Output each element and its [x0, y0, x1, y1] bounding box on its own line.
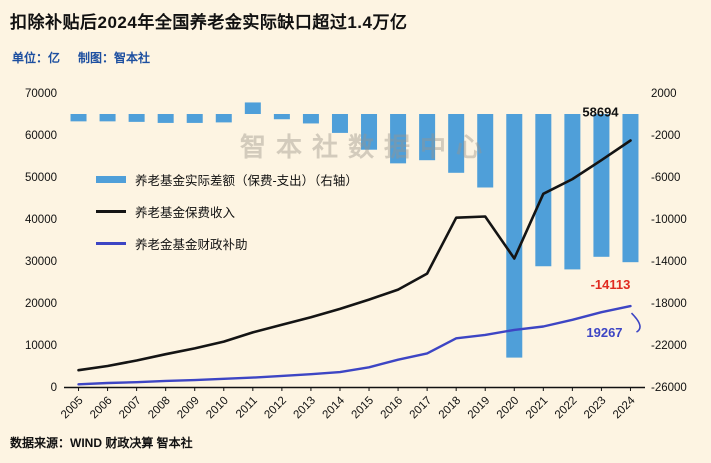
x-axis-label-2010: 2010	[204, 395, 231, 422]
legend-swatch-line-icon	[96, 210, 126, 213]
x-axis-label-2009: 2009	[175, 395, 202, 422]
fiscal-subsidy-line	[77, 304, 632, 386]
left-axis-tick-10000: 10000	[25, 340, 57, 352]
annotation--14113: -14113	[591, 277, 631, 292]
credit-label: 制图：智本社	[78, 51, 151, 65]
x-axis-label-2023: 2023	[582, 395, 609, 422]
left-axis-tick-50000: 50000	[25, 172, 57, 184]
chart-subtitle: 单位：亿 制图：智本社	[12, 49, 168, 66]
right-axis-tick--6000: -6000	[651, 172, 680, 184]
deficit-bar-2021	[535, 114, 552, 267]
deficit-bar-2014	[331, 114, 348, 133]
deficit-bar-2010	[215, 114, 232, 123]
deficit-bar-2017	[419, 114, 436, 161]
legend-item-1: 养老基金保费收入	[96, 202, 358, 221]
chart-legend: 养老基金实际差额（保费-支出）（右轴） 养老基金保费收入 养老金基金财政补助	[96, 170, 358, 266]
legend-label: 养老基金保费收入	[135, 206, 236, 220]
x-axis-label-2021: 2021	[524, 395, 551, 422]
left-axis-tick-30000: 30000	[25, 256, 57, 268]
deficit-bar-2018	[448, 114, 465, 173]
deficit-bar-2019	[477, 114, 494, 188]
deficit-bar-2012	[273, 114, 290, 120]
deficit-bar-2013	[302, 114, 319, 124]
right-axis-tick-2000: 2000	[651, 88, 677, 100]
annotation-58694: 58694	[582, 104, 619, 119]
deficit-bar-2023	[593, 114, 610, 257]
x-axis-label-2006: 2006	[88, 395, 115, 422]
deficit-bar-2011	[244, 102, 261, 114]
x-axis-label-2005: 2005	[59, 395, 86, 422]
unit-label: 单位：亿	[12, 51, 61, 65]
deficit-bar-2015	[361, 114, 378, 150]
deficit-bar-2008	[157, 114, 174, 123]
x-axis-label-2019: 2019	[466, 395, 493, 422]
x-axis-label-2024: 2024	[611, 394, 638, 421]
deficit-bar-2009	[186, 114, 203, 123]
right-axis-tick--2000: -2000	[651, 130, 680, 142]
x-axis-label-2017: 2017	[408, 395, 435, 422]
right-axis-tick--22000: -22000	[651, 340, 687, 352]
x-axis-label-2013: 2013	[291, 395, 318, 422]
left-axis-tick-20000: 20000	[25, 298, 57, 310]
premium-income-line	[77, 139, 632, 372]
x-axis-label-2012: 2012	[262, 395, 289, 422]
left-axis-tick-70000: 70000	[25, 88, 57, 100]
left-axis-tick-40000: 40000	[25, 214, 57, 226]
legend-item-0: 养老基金实际差额（保费-支出）（右轴）	[96, 170, 358, 189]
x-axis-label-2015: 2015	[350, 395, 377, 422]
data-source: 数据来源：WIND 财政决算 智本社	[10, 436, 193, 450]
page-title: 扣除补贴后2024年全国养老金实际缺口超过1.4万亿	[10, 13, 408, 32]
deficit-bar-2006	[99, 114, 116, 122]
x-axis-label-2016: 2016	[379, 395, 406, 422]
annotation-pointer-curve	[630, 312, 641, 333]
x-axis-label-2020: 2020	[495, 395, 522, 422]
deficit-bar-2020	[506, 114, 523, 358]
legend-swatch-bar-icon	[96, 176, 126, 183]
annotation-19267: 19267	[586, 325, 622, 340]
right-axis-tick--10000: -10000	[651, 214, 687, 226]
legend-swatch-line-icon	[96, 242, 126, 245]
legend-label: 养老基金实际差额（保费-支出）（右轴）	[135, 174, 358, 188]
x-axis-label-2014: 2014	[321, 394, 348, 421]
deficit-bar-2024	[622, 114, 639, 263]
x-axis-label-2022: 2022	[553, 395, 580, 422]
left-axis-tick-60000: 60000	[25, 130, 57, 142]
x-axis-label-2008: 2008	[146, 395, 173, 422]
right-axis-tick--18000: -18000	[651, 298, 687, 310]
deficit-bar-2022	[564, 114, 581, 270]
left-axis-tick-0: 0	[51, 382, 57, 394]
right-axis-tick--26000: -26000	[651, 382, 687, 394]
x-axis-label-2007: 2007	[117, 395, 144, 422]
deficit-bar-2005	[70, 114, 87, 122]
legend-item-2: 养老金基金财政补助	[96, 234, 358, 253]
deficit-bar-2016	[390, 114, 407, 164]
x-axis-label-2018: 2018	[437, 395, 464, 422]
right-axis-tick--14000: -14000	[651, 256, 687, 268]
deficit-bar-2007	[128, 114, 145, 122]
legend-label: 养老金基金财政补助	[135, 238, 248, 252]
x-axis-label-2011: 2011	[234, 395, 260, 421]
